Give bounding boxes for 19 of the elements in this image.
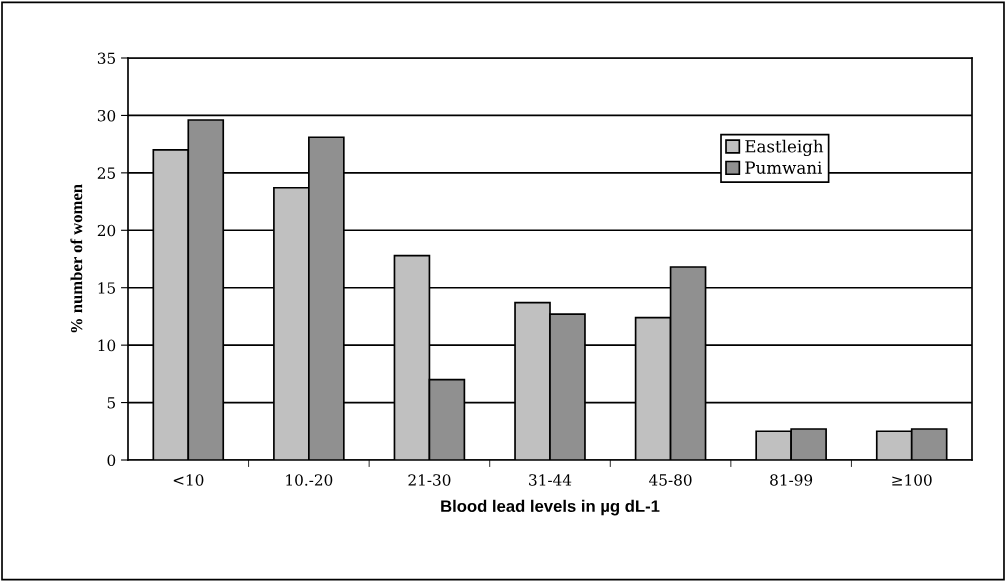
- x-tick-label: 81-99: [770, 474, 813, 486]
- x-tick-label: 45-80: [649, 474, 692, 486]
- y-tick-label: 25: [97, 167, 116, 179]
- legend-label: Eastleigh: [745, 139, 824, 157]
- x-tick-label: <10: [173, 474, 204, 486]
- x-tick-label: 31-44: [529, 474, 572, 486]
- legend-label: Pumwani: [745, 161, 822, 174]
- y-tick-label: 5: [107, 397, 116, 409]
- y-tick-label: 0: [107, 454, 116, 467]
- y-tick-label: 20: [97, 224, 116, 237]
- x-tick-label: 21-30: [408, 474, 451, 486]
- y-axis-title: % number of women: [70, 184, 83, 333]
- y-tick-label: 10: [98, 339, 116, 352]
- y-tick-label: 30: [97, 109, 116, 122]
- y-tick-label: 35: [97, 52, 116, 65]
- y-tick-label: 15: [98, 282, 116, 294]
- x-tick-label: 10.-20: [286, 474, 333, 486]
- x-axis-title: Blood lead levels in µg dL-1: [441, 499, 660, 516]
- x-tick-label: ≥100: [892, 474, 932, 486]
